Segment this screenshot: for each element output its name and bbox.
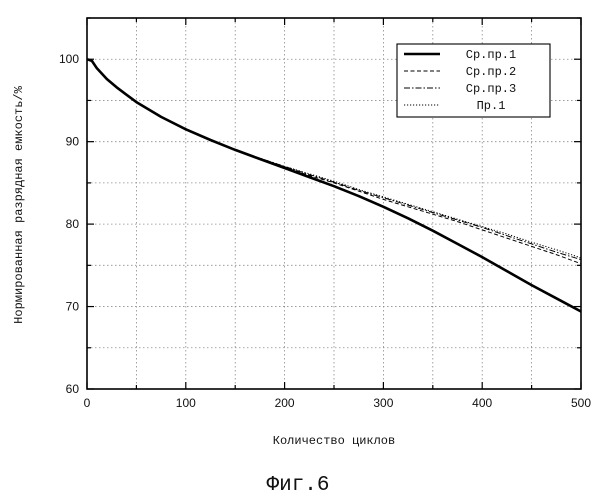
y-tick-label: 90	[66, 135, 80, 149]
y-tick-label: 70	[66, 300, 80, 314]
legend-label: Ср.пр.2	[466, 65, 516, 79]
x-tick-label: 500	[571, 396, 591, 410]
legend-label: Ср.пр.1	[466, 48, 516, 62]
x-tick-label: 200	[275, 396, 295, 410]
x-tick-label: 300	[373, 396, 393, 410]
legend: Ср.пр.1 Ср.пр.2 Ср.пр.3 Пр.1	[397, 44, 550, 117]
x-axis-label: Количество циклов	[273, 434, 395, 448]
legend-label: Ср.пр.3	[466, 82, 516, 96]
legend-label: Пр.1	[477, 99, 506, 113]
figure-caption: Фиг.6	[266, 474, 329, 497]
x-tick-label: 0	[84, 396, 91, 410]
x-tick-label: 100	[176, 396, 196, 410]
y-tick-label: 60	[66, 382, 80, 396]
y-tick-label: 100	[59, 52, 79, 66]
x-tick-label: 400	[472, 396, 492, 410]
y-tick-label: 80	[66, 217, 80, 231]
y-axis-label: Нормированная разрядная емкость/%	[12, 85, 26, 323]
